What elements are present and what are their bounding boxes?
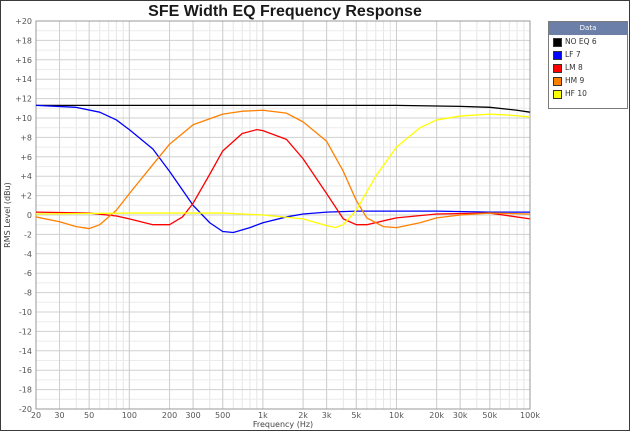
chart-title: SFE Width EQ Frequency Response: [148, 3, 422, 20]
y-tick-label: -18: [19, 386, 32, 395]
x-tick-label: 100k: [520, 411, 540, 420]
series-line-1: [36, 104, 531, 113]
series-line-4: [35, 109, 531, 230]
x-tick-label: 10k: [389, 411, 404, 420]
x-tick-label: 20: [31, 411, 41, 420]
legend-swatch: [553, 38, 562, 47]
series-line-2: [35, 104, 530, 234]
y-tick-label: +2: [20, 192, 32, 201]
x-tick-label: 30k: [453, 411, 468, 420]
x-tick-label: 2k: [298, 411, 308, 420]
legend-item: NO EQ 6: [549, 35, 627, 48]
y-tick-label: -14: [19, 347, 32, 356]
y-tick-label: -4: [24, 250, 32, 259]
legend-item: HM 9: [549, 74, 627, 87]
y-tick-label: -8: [24, 289, 32, 298]
x-tick-label: 50: [84, 411, 94, 420]
series-line-5: [35, 113, 531, 229]
legend-label: HF 10: [565, 89, 587, 98]
legend-swatch: [553, 77, 562, 86]
legend-swatch: [553, 90, 562, 99]
y-tick-label: +10: [15, 114, 32, 123]
y-tick-label: -20: [19, 405, 32, 414]
x-tick-label: 50k: [482, 411, 497, 420]
legend-label: LF 7: [565, 50, 581, 59]
legend-label: NO EQ 6: [565, 37, 597, 46]
y-tick-label: -2: [24, 230, 32, 239]
y-tick-label: 0: [27, 211, 32, 220]
grid: [35, 20, 531, 410]
x-tick-label: 5k: [351, 411, 361, 420]
legend-item: LF 7: [549, 48, 627, 61]
tick-labels: +20+18+16+14+12+10+8+6+4+20-2-4-6-8-10-1…: [15, 17, 540, 420]
legend-swatch: [553, 51, 562, 60]
y-tick-label: +16: [15, 56, 32, 65]
legend-swatch: [553, 64, 562, 73]
legend-item: HF 10: [549, 87, 627, 100]
x-tick-label: 300: [185, 411, 200, 420]
y-tick-label: +4: [20, 172, 32, 181]
legend-label: LM 8: [565, 63, 583, 72]
x-tick-label: 100: [122, 411, 137, 420]
x-tick-label: 1k: [258, 411, 268, 420]
y-tick-label: +18: [15, 36, 32, 45]
x-tick-label: 500: [215, 411, 230, 420]
series-line-3: [35, 128, 531, 226]
x-tick-label: 30: [54, 411, 64, 420]
plot-border: [35, 20, 531, 410]
y-tick-label: +6: [20, 153, 32, 162]
y-tick-label: -16: [19, 366, 32, 375]
y-tick-label: -6: [24, 269, 32, 278]
x-tick-label: 3k: [322, 411, 332, 420]
x-tick-label: 200: [162, 411, 177, 420]
x-tick-label: 20k: [429, 411, 444, 420]
y-tick-label: +8: [20, 133, 32, 142]
y-tick-label: +14: [15, 75, 32, 84]
legend-label: HM 9: [565, 76, 585, 85]
series-lines: [35, 104, 531, 234]
y-tick-label: +20: [15, 17, 32, 26]
y-tick-label: -12: [19, 327, 32, 336]
legend: Data NO EQ 6 LF 7 LM 8 HM 9 HF 10: [548, 21, 628, 109]
y-axis-label: RMS Level (dBu): [3, 182, 12, 248]
y-tick-label: -10: [19, 308, 32, 317]
legend-rows: NO EQ 6 LF 7 LM 8 HM 9 HF 10: [549, 35, 627, 100]
legend-title: Data: [549, 22, 627, 35]
y-tick-label: +12: [15, 95, 32, 104]
x-axis-label: Frequency (Hz): [253, 420, 313, 429]
legend-item: LM 8: [549, 61, 627, 74]
